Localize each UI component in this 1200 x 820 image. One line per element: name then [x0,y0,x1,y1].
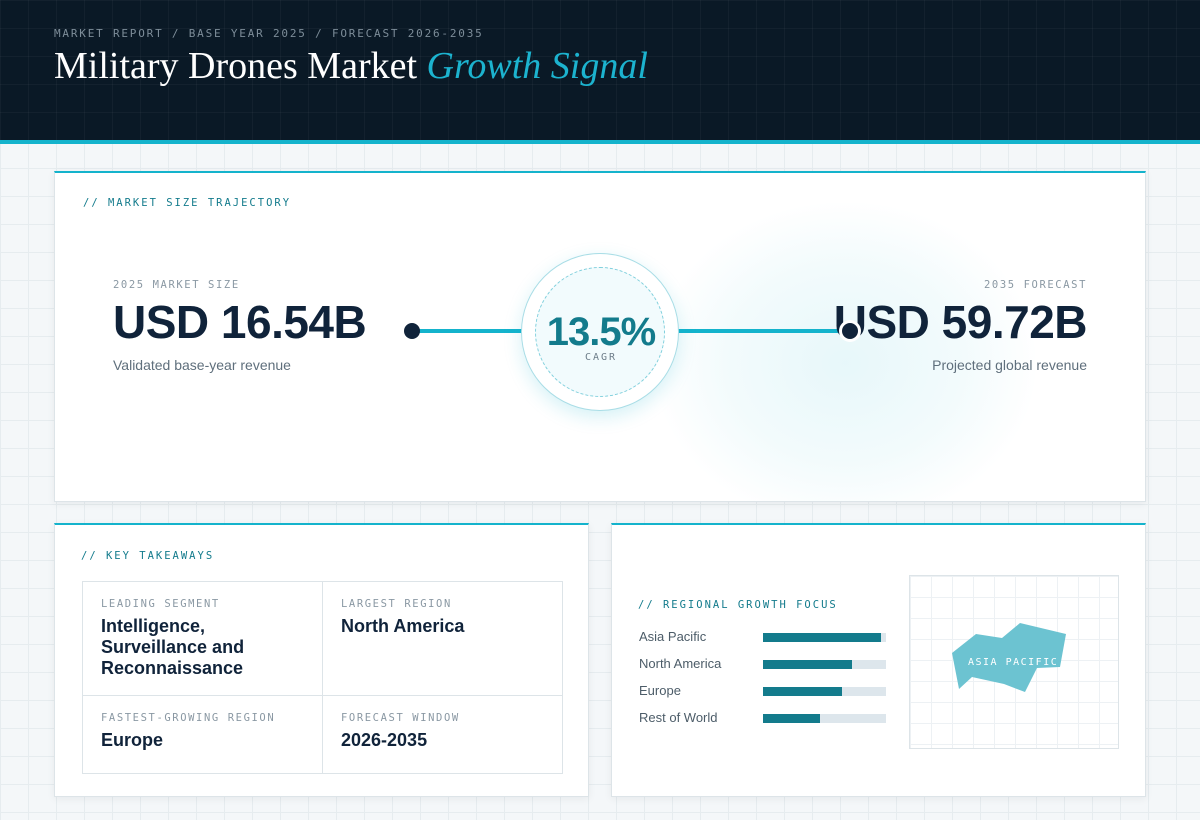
region-bar-track [763,633,886,642]
region-bar-label: North America [639,656,722,671]
asia-pacific-map-shape [952,623,1066,692]
forecast-note: Projected global revenue [932,357,1087,373]
page-title-accent: Growth Signal [426,45,648,87]
region-bar-track [763,714,886,723]
base-year-stat: 2025 MARKET SIZE USD 16.54B Validated ba… [113,279,367,373]
region-bar-row: Asia Pacific [639,629,889,644]
page-title-main: Military Drones Market [54,45,418,87]
report-header: MARKET REPORT / BASE YEAR 2025 / FORECAS… [0,0,1200,144]
start-node-dot [404,323,420,339]
takeaway-value: 2026-2035 [341,730,428,750]
base-year-value: USD 16.54B [113,296,367,348]
region-bar-row: Europe [639,683,889,698]
region-bar-fill [763,660,852,669]
base-year-note: Validated base-year revenue [113,357,291,373]
forecast-label: 2035 FORECAST [984,279,1087,291]
takeaways-grid: LEADING SEGMENT Intelligence, Surveillan… [82,581,563,774]
takeaway-leading-segment: LEADING SEGMENT Intelligence, Surveillan… [83,582,323,696]
background-glow [655,203,1035,501]
takeaway-value: North America [341,616,465,636]
forecast-stat: 2035 FORECAST USD 59.72B Projected globa… [833,279,1088,373]
key-takeaways-card: // KEY TAKEAWAYS LEADING SEGMENT Intelli… [54,523,589,797]
takeaway-label: LARGEST REGION [341,598,452,610]
page-title: Military Drones Market Growth Signal [54,44,648,88]
region-bar-fill [763,714,820,723]
takeaway-forecast-window: FORECAST WINDOW 2026-2035 [323,696,562,773]
takeaway-label: FASTEST-GROWING REGION [101,712,276,724]
region-bar-fill [763,687,842,696]
section-label-trajectory: // MARKET SIZE TRAJECTORY [83,197,292,209]
cagr-value: 13.5% [546,310,656,354]
regional-growth-card: // REGIONAL GROWTH FOCUS Asia Pacific No… [611,523,1146,797]
map-region-label: ASIA PACIFIC [968,657,1059,668]
region-bar-row: North America [639,656,889,671]
takeaway-fastest-growing-region: FASTEST-GROWING REGION Europe [83,696,323,773]
cagr-label: CAGR [584,352,618,363]
takeaway-label: LEADING SEGMENT [101,598,220,610]
report-breadcrumb: MARKET REPORT / BASE YEAR 2025 / FORECAS… [54,27,484,40]
section-label-takeaways: // KEY TAKEAWAYS [81,550,215,562]
takeaway-value: Europe [101,730,164,750]
cagr-badge: 13.5% CAGR [521,253,679,411]
base-year-label: 2025 MARKET SIZE [113,279,240,291]
region-map: ASIA PACIFIC [909,575,1119,749]
takeaway-value: Intelligence, Surveillance and Reconnais… [101,616,245,678]
cagr-inner-ring: 13.5% CAGR [535,267,665,397]
region-bar-fill [763,633,882,642]
region-bar-track [763,687,886,696]
takeaway-largest-region: LARGEST REGION North America [323,582,562,696]
end-node-dot [842,323,858,339]
asia-pacific-region-shape [952,623,1066,692]
region-bar-label: Asia Pacific [639,629,707,644]
section-label-regional: // REGIONAL GROWTH FOCUS [638,599,838,611]
region-bar-track [763,660,886,669]
forecast-value: USD 59.72B [833,296,1088,348]
region-bar-row: Rest of World [639,710,889,725]
region-bar-label: Rest of World [639,710,718,725]
market-size-card: // MARKET SIZE TRAJECTORY 2025 MARKET SI… [54,171,1146,502]
region-bar-label: Europe [639,683,681,698]
takeaway-label: FORECAST WINDOW [341,712,460,724]
